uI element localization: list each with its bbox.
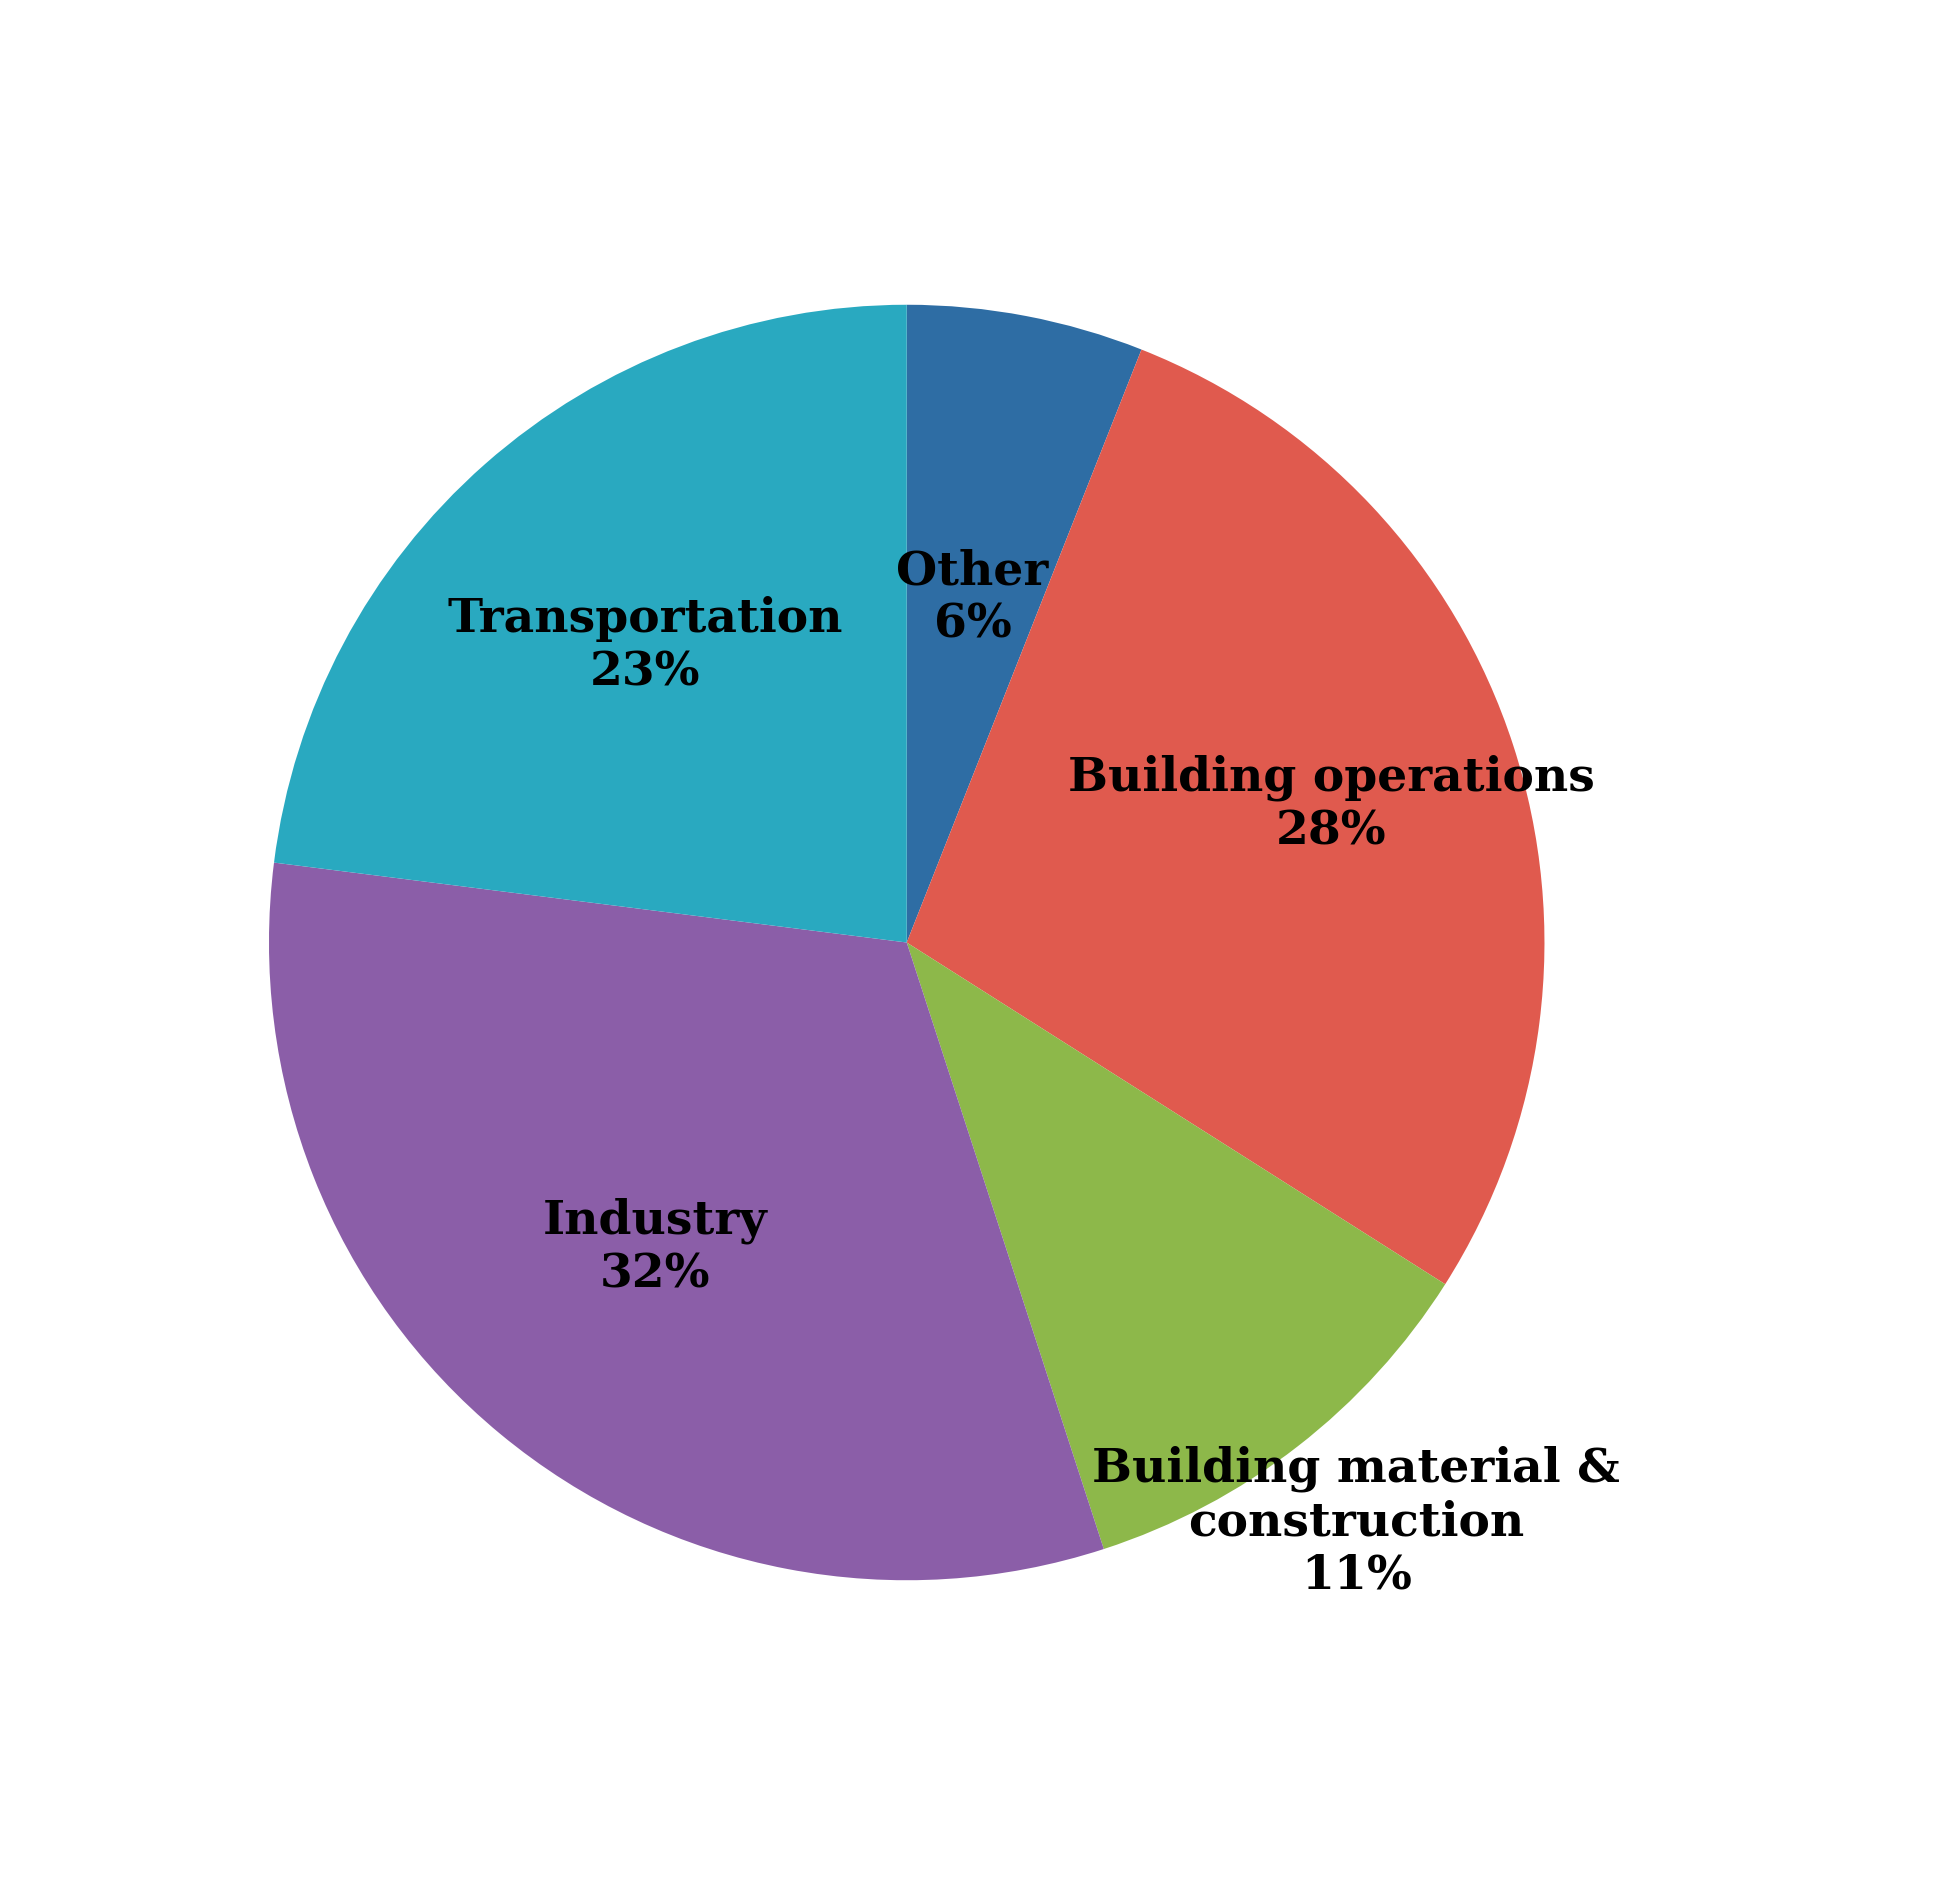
Text: Building operations
28%: Building operations 28% [1068, 754, 1596, 854]
Text: Industry
32%: Industry 32% [542, 1197, 767, 1297]
Wedge shape [274, 305, 906, 942]
Wedge shape [906, 942, 1446, 1549]
Text: Building material &
construction
11%: Building material & construction 11% [1093, 1446, 1621, 1598]
Text: Transportation
23%: Transportation 23% [448, 596, 842, 696]
Wedge shape [906, 305, 1141, 942]
Wedge shape [906, 349, 1545, 1284]
Wedge shape [270, 863, 1104, 1580]
Text: Other
6%: Other 6% [897, 549, 1048, 648]
